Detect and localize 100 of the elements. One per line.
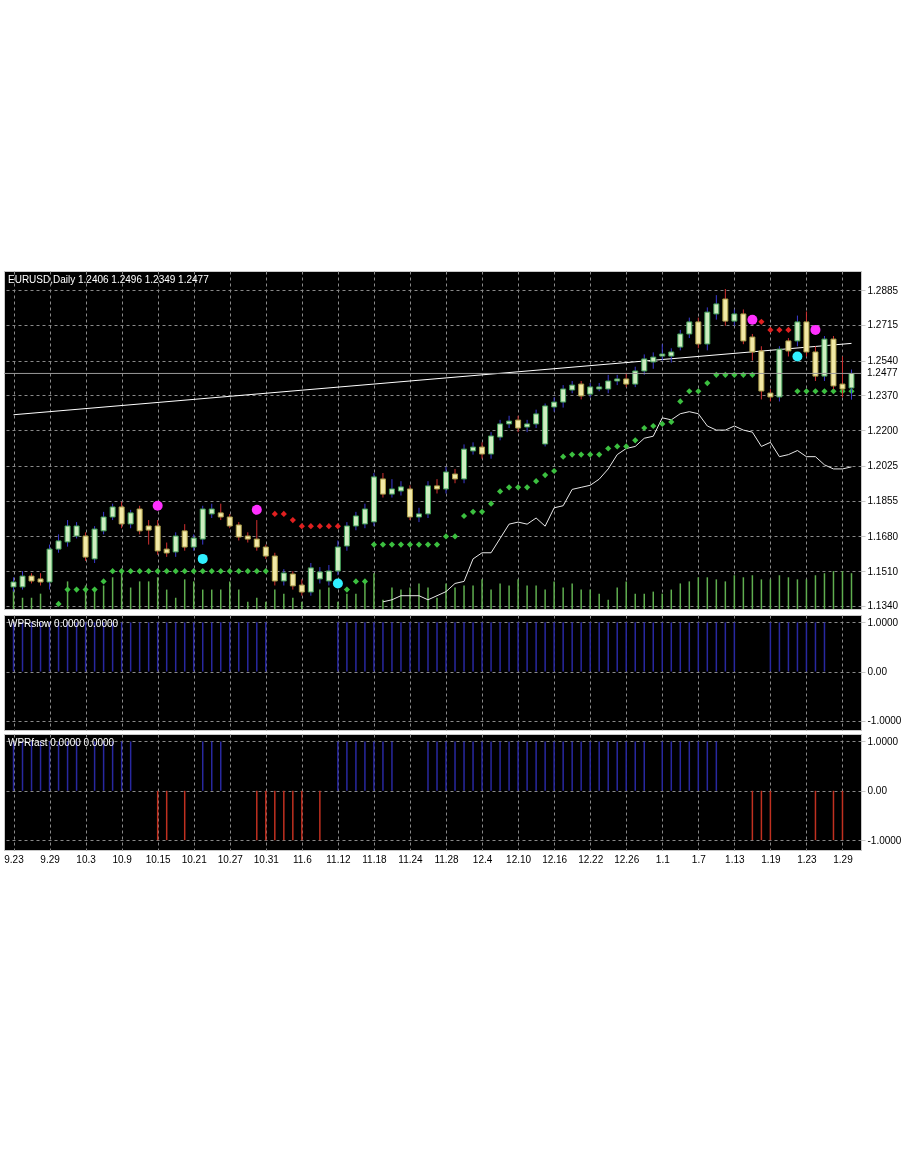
y-tick-label: 1.0000: [867, 735, 899, 747]
candlestick: [497, 419, 504, 441]
candlestick: [145, 519, 152, 546]
point: [810, 324, 821, 335]
candlestick: [479, 441, 486, 460]
point: [251, 504, 262, 515]
candlestick: [794, 315, 801, 347]
y-tick-label: 0.00: [867, 785, 888, 797]
x-tick-label: 9.29: [40, 853, 61, 865]
candlestick: [388, 478, 395, 499]
candlestick: [415, 507, 422, 523]
y-tick-label: 1.1680: [867, 530, 899, 542]
candlestick: [100, 511, 107, 535]
x-tick-label: 10.27: [217, 853, 244, 865]
chart-title: WPRslow 0.0000 0.0000: [8, 618, 119, 629]
ref-line-label: 1.2477: [867, 367, 899, 379]
y-tick-label: -1.0000: [867, 715, 902, 727]
candlestick: [127, 509, 134, 529]
x-tick-label: 1.7: [691, 853, 707, 865]
y-tick-label: 1.2200: [867, 424, 899, 436]
candlestick: [352, 511, 359, 531]
candlestick: [488, 431, 495, 460]
candlestick: [749, 333, 756, 362]
x-tick-label: 10.9: [112, 853, 133, 865]
x-tick-label: 10.21: [181, 853, 208, 865]
line-series: [382, 411, 852, 603]
point: [785, 326, 792, 333]
y-tick-label: 1.2885: [867, 284, 899, 296]
x-tick-label: 11.6: [292, 853, 313, 865]
y-tick-label: 1.1510: [867, 565, 899, 577]
x-tick-label: 10.15: [145, 853, 172, 865]
candlestick: [136, 505, 143, 535]
candlestick: [785, 337, 792, 357]
x-tick-label: 12.26: [614, 853, 640, 865]
candlestick: [551, 396, 558, 413]
point: [298, 523, 305, 530]
x-tick-label: 9.23: [4, 853, 25, 865]
candlestick: [695, 317, 702, 349]
y-tick-label: 1.2370: [867, 389, 899, 401]
y-tick-label: 0.00: [867, 666, 888, 678]
candlestick: [443, 466, 450, 494]
point: [280, 510, 287, 517]
point: [289, 516, 296, 524]
point: [747, 314, 758, 325]
candlestick: [235, 521, 242, 541]
x-tick-label: 1.23: [797, 853, 818, 865]
candlestick: [524, 419, 531, 433]
x-tick-label: 12.22: [578, 853, 604, 865]
candlestick: [55, 533, 62, 554]
y-tick-label: 1.1855: [867, 495, 899, 507]
candlestick: [172, 531, 179, 558]
point: [271, 510, 278, 517]
candlestick: [253, 519, 260, 552]
candlestick: [713, 294, 720, 321]
candlestick: [118, 501, 125, 529]
candlestick: [289, 570, 296, 591]
candlestick: [533, 409, 540, 429]
x-tick-label: 11.28: [434, 853, 460, 865]
x-tick-label: 1.1: [655, 853, 671, 865]
chart-title: EURUSD,Daily 1.2406 1.2496 1.2349 1.2477: [8, 274, 210, 285]
point: [758, 318, 765, 325]
candlestick: [343, 521, 350, 552]
candlestick: [82, 531, 89, 562]
candlestick: [641, 353, 648, 376]
x-tick-label: 1.19: [761, 853, 782, 865]
candlestick: [379, 472, 386, 499]
candlestick: [19, 570, 26, 591]
x-tick-label: 12.4: [472, 853, 493, 865]
candlestick: [434, 478, 441, 494]
candlestick: [361, 503, 368, 529]
x-tick-label: 12.16: [542, 853, 568, 865]
point: [316, 523, 323, 530]
x-tick-label: 11.18: [362, 853, 387, 865]
candlestick: [181, 523, 188, 552]
chart-title: WPRfast 0.0000 0.0000: [8, 737, 115, 748]
candlestick: [560, 384, 567, 409]
point: [307, 523, 314, 530]
x-tick-label: 1.29: [833, 853, 854, 865]
candlestick: [452, 468, 459, 484]
candlestick: [64, 519, 71, 548]
x-tick-label: 12.10: [506, 853, 532, 865]
y-tick-label: -1.0000: [867, 834, 902, 846]
y-tick-label: 1.0000: [867, 616, 899, 628]
candlestick: [578, 380, 585, 400]
candlestick: [605, 374, 612, 394]
candlestick: [677, 329, 684, 351]
y-tick-label: 1.2715: [867, 319, 899, 331]
x-tick-label: 10.3: [76, 853, 97, 865]
point: [776, 326, 783, 333]
x-tick-label: 10.31: [253, 853, 280, 865]
point: [332, 578, 343, 589]
point: [767, 326, 774, 333]
candlestick: [470, 441, 477, 456]
point: [792, 351, 803, 362]
candlestick: [722, 288, 729, 327]
point: [325, 523, 332, 530]
candlestick: [686, 317, 693, 339]
x-tick-label: 1.13: [725, 853, 746, 865]
candlestick: [632, 366, 639, 388]
candlestick: [325, 564, 332, 586]
